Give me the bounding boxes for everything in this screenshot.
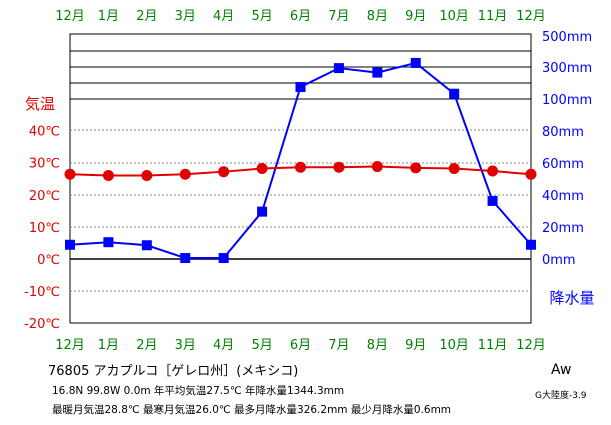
station-name: 76805 アカプルコ［ゲレロ州］(メキシコ)	[48, 364, 299, 379]
climate-class: Aw	[551, 362, 572, 378]
y-tick-label-precipitation: 60mm	[542, 157, 584, 172]
y-tick-label-precipitation: 40mm	[542, 189, 584, 204]
x-tick-label-bottom: 10月	[439, 338, 469, 353]
y-tick-label-temperature: 10℃	[29, 221, 60, 236]
x-tick-label-bottom: 8月	[367, 338, 388, 353]
x-tick-label-bottom: 5月	[251, 338, 272, 353]
temperature-series	[64, 161, 537, 182]
precipitation-series	[65, 57, 536, 264]
data-point	[410, 57, 421, 68]
station-summary: 16.8N 99.8W 0.0m 年平均気温27.5℃ 年降水量1344.3mm	[52, 385, 345, 397]
x-tick-label-top: 7月	[328, 9, 349, 24]
x-tick-label-bottom: 4月	[213, 338, 234, 353]
x-tick-label-bottom: 11月	[478, 338, 508, 353]
data-point	[179, 168, 191, 180]
data-point	[448, 162, 460, 174]
data-point	[102, 170, 114, 182]
x-tick-label-top: 8月	[367, 9, 388, 24]
data-point	[65, 239, 75, 250]
x-tick-label-top: 1月	[98, 9, 119, 24]
x-tick-label-bottom: 9月	[405, 338, 426, 353]
data-point	[333, 161, 345, 173]
plot-frame	[69, 33, 532, 324]
x-tick-label-top: 3月	[175, 9, 196, 24]
y-tick-label-precipitation: 80mm	[542, 125, 584, 140]
series-line	[69, 61, 532, 260]
data-point	[141, 170, 153, 182]
y-tick-label-temperature: -10℃	[24, 285, 60, 300]
y-tick-label-temperature: -20℃	[24, 317, 60, 332]
chart-grid	[69, 33, 532, 324]
x-tick-label-top: 11月	[478, 9, 508, 24]
top-month-labels: 12月 1月 2月 3月 4月 5月 6月 7月 8月 9月 10月 11月 12月	[55, 9, 546, 24]
precipitation-axis-title: 降水量	[549, 289, 594, 307]
x-tick-label-top: 12月	[516, 9, 546, 24]
y-tick-label-temperature: 20℃	[29, 189, 60, 204]
x-tick-label-top: 10月	[439, 9, 469, 24]
x-tick-label-bottom: 6月	[290, 338, 311, 353]
station-extremes: 最暖月気温28.8℃ 最寒月気温26.0℃ 最多月降水量326.2mm 最少月降…	[52, 404, 452, 416]
x-tick-label-bottom: 3月	[175, 338, 196, 353]
y-tick-label-temperature: 0℃	[37, 253, 60, 268]
x-tick-label-bottom: 12月	[55, 338, 85, 353]
y-tick-label-precipitation: 500mm	[542, 30, 592, 45]
y-tick-label-temperature: 40℃	[29, 125, 60, 140]
data-point	[333, 63, 344, 74]
data-point	[525, 168, 537, 180]
data-point	[372, 67, 383, 78]
data-point	[526, 239, 536, 250]
data-point	[295, 82, 306, 92]
data-point	[218, 166, 230, 178]
x-tick-label-top: 2月	[136, 9, 157, 24]
x-tick-label-bottom: 1月	[98, 338, 119, 353]
x-tick-label-bottom: 2月	[136, 338, 157, 353]
x-tick-label-bottom: 12月	[516, 338, 546, 353]
data-point	[487, 195, 498, 206]
data-point	[103, 237, 114, 248]
temperature-tick-labels: 40℃ 30℃ 20℃ 10℃ 0℃ -10℃ -20℃	[24, 125, 60, 333]
data-point	[371, 161, 383, 173]
y-tick-label-precipitation: 300mm	[542, 61, 592, 76]
x-tick-label-top: 4月	[213, 9, 234, 24]
x-tick-label-top: 9月	[405, 9, 426, 24]
data-point	[257, 206, 268, 217]
data-point	[410, 162, 422, 174]
x-tick-label-bottom: 7月	[328, 338, 349, 353]
y-tick-label-precipitation: 100mm	[542, 93, 592, 108]
bottom-month-labels: 12月 1月 2月 3月 4月 5月 6月 7月 8月 9月 10月 11月 12月	[55, 338, 546, 353]
x-tick-label-top: 5月	[251, 9, 272, 24]
data-point	[141, 240, 152, 251]
temperature-axis-title: 気温	[25, 95, 55, 113]
y-tick-label-temperature: 30℃	[29, 157, 60, 172]
data-point	[218, 253, 229, 264]
data-point	[449, 88, 460, 99]
data-point	[256, 162, 268, 174]
y-tick-label-precipitation: 20mm	[542, 221, 584, 236]
x-tick-label-top: 12月	[55, 9, 85, 24]
precipitation-tick-labels: 500mm 300mm 100mm 80mm 60mm 40mm 20mm 0mm	[542, 30, 592, 268]
continentality-index: G大陸度-3.9	[535, 391, 587, 401]
data-point	[64, 168, 76, 180]
data-point	[180, 253, 191, 264]
x-tick-label-top: 6月	[290, 9, 311, 24]
y-tick-label-precipitation: 0mm	[542, 253, 576, 268]
data-point	[295, 161, 306, 173]
data-point	[487, 165, 499, 177]
